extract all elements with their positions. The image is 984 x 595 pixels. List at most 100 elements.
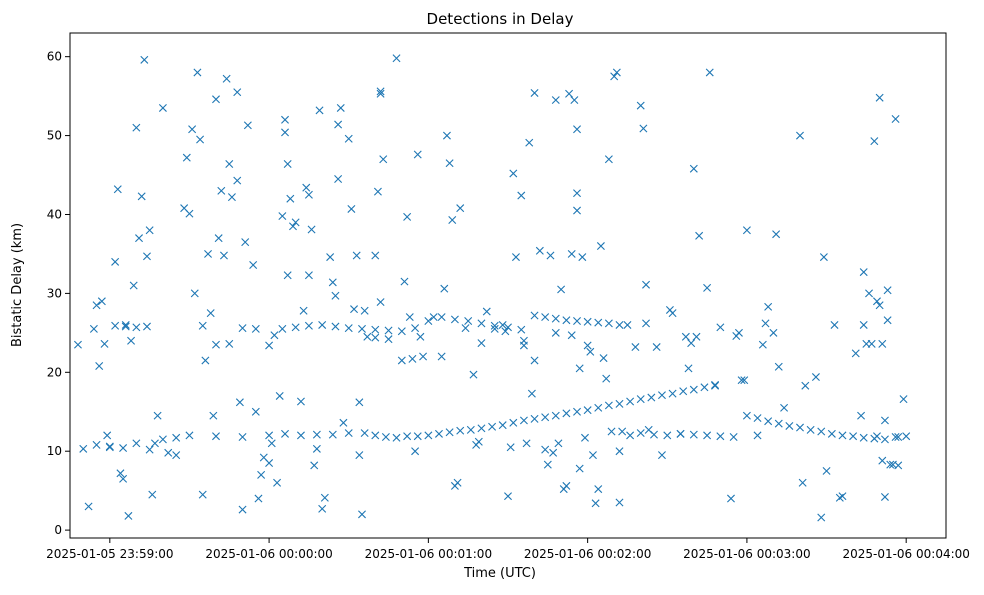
data-point: [551, 328, 560, 337]
data-point: [575, 364, 584, 373]
data-point: [583, 341, 592, 350]
data-point: [434, 429, 443, 438]
data-point: [445, 159, 454, 168]
data-point: [557, 285, 566, 294]
data-point: [522, 439, 531, 448]
data-point: [105, 442, 114, 451]
data-point: [384, 335, 393, 344]
data-point: [113, 185, 122, 194]
data-point: [214, 234, 223, 243]
data-point: [405, 313, 414, 322]
data-point: [679, 387, 688, 396]
data-point: [602, 374, 611, 383]
data-point: [132, 123, 141, 132]
data-point: [626, 397, 635, 406]
x-axis-ticks: 2025-01-05 23:59:00 2025-01-06 00:00:00 20…: [46, 538, 970, 561]
data-point: [490, 321, 499, 330]
data-point: [416, 332, 425, 341]
data-point: [212, 340, 220, 349]
data-point: [703, 283, 712, 292]
data-point: [310, 461, 319, 470]
data-point: [419, 352, 428, 361]
data-point: [501, 327, 510, 336]
data-point: [355, 451, 364, 460]
data-point: [580, 433, 589, 442]
data-point: [567, 331, 576, 340]
data-point: [636, 395, 645, 404]
data-point: [350, 305, 359, 314]
data-point: [363, 332, 372, 341]
data-point: [549, 448, 558, 457]
data-point: [182, 153, 191, 162]
data-point: [519, 416, 528, 425]
data-point: [299, 306, 308, 315]
data-point: [742, 411, 751, 420]
data-point: [525, 138, 534, 147]
data-point: [798, 478, 807, 487]
data-point: [209, 411, 218, 420]
data-point: [225, 339, 234, 348]
data-point: [769, 328, 778, 337]
data-point: [684, 364, 693, 373]
data-point: [530, 88, 539, 97]
data-point: [604, 155, 613, 164]
data-point: [872, 297, 881, 306]
data-point: [283, 159, 292, 168]
data-point: [296, 397, 305, 406]
data-point: [652, 343, 661, 352]
data-point: [273, 478, 282, 487]
y-axis-ticks: 0 10 20 30 40 50 60: [47, 50, 70, 537]
data-point: [411, 324, 420, 333]
data-point: [716, 323, 725, 332]
data-point: [849, 432, 858, 441]
data-point: [265, 459, 274, 468]
data-point: [636, 429, 645, 438]
data-point: [880, 416, 889, 425]
data-point: [241, 238, 250, 247]
data-point: [424, 317, 433, 325]
data-point: [530, 356, 539, 365]
data-point: [172, 451, 181, 460]
data-point: [251, 324, 260, 333]
data-point: [631, 343, 640, 352]
data-point: [774, 419, 783, 428]
y-tick-label: 30: [47, 286, 62, 300]
data-point: [254, 494, 263, 503]
data-point: [89, 324, 98, 333]
data-point: [135, 234, 144, 243]
data-point: [172, 433, 181, 442]
data-point: [358, 324, 366, 333]
data-point: [490, 324, 499, 333]
data-point: [604, 401, 613, 410]
data-point: [371, 431, 380, 440]
data-point: [265, 431, 274, 440]
data-point: [477, 339, 486, 348]
data-point: [573, 189, 582, 198]
data-point: [403, 432, 412, 441]
data-point: [681, 332, 690, 341]
data-point: [212, 432, 220, 441]
data-point: [575, 464, 584, 473]
data-point: [331, 291, 340, 300]
data-point: [737, 376, 746, 385]
data-point: [695, 231, 704, 240]
x-tick-label: 2025-01-05 23:59:00: [46, 547, 173, 561]
data-point: [212, 95, 220, 104]
data-point: [453, 478, 462, 487]
y-tick-label: 60: [47, 50, 62, 64]
data-point: [344, 134, 353, 143]
data-point: [535, 246, 544, 255]
data-point: [164, 448, 173, 457]
data-point: [541, 313, 550, 322]
data-point: [198, 490, 207, 499]
data-point: [774, 362, 783, 371]
data-point: [623, 320, 632, 329]
data-point: [153, 411, 162, 420]
data-point: [456, 204, 465, 213]
data-point: [304, 190, 313, 199]
data-point: [291, 323, 300, 332]
data-point: [132, 439, 141, 448]
data-point: [344, 429, 353, 438]
data-point: [127, 336, 136, 345]
data-point: [692, 332, 701, 341]
